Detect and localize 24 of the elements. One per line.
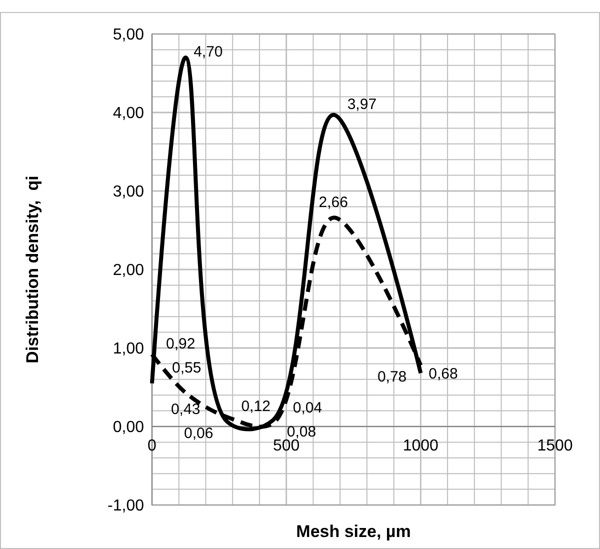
y-tick-label: 4,00: [112, 105, 144, 122]
x-tick-label: 1000: [402, 438, 439, 454]
y-tick-label: 2,00: [112, 262, 144, 280]
data-label: 0,68: [428, 365, 458, 382]
data-label: 0,06: [184, 425, 214, 442]
data-label: 0,12: [241, 398, 270, 416]
x-tick-label: 0: [148, 438, 157, 454]
y-tick-label: 0,00: [112, 419, 144, 436]
x-axis-title: Mesh size, µm: [296, 522, 411, 541]
y-tick-label: 1,00: [112, 340, 144, 358]
data-label: 0,78: [377, 368, 407, 386]
data-label: 4,70: [194, 43, 223, 60]
y-axis-title: Distribution density, qi: [23, 176, 42, 364]
y-tick-label: 3,00: [112, 184, 144, 201]
data-label: 0,55: [172, 360, 202, 377]
data-label: 0,04: [292, 400, 322, 417]
data-label: 2,66: [318, 194, 348, 211]
data-label: 0,43: [170, 400, 200, 418]
data-label: 3,97: [347, 96, 377, 113]
data-label: 0,92: [166, 335, 196, 352]
y-tick-label: -1,00: [108, 498, 144, 515]
x-tick-label: 500: [272, 438, 300, 454]
y-tick-label: 5,00: [112, 26, 144, 44]
x-tick-label: 1500: [537, 438, 573, 454]
